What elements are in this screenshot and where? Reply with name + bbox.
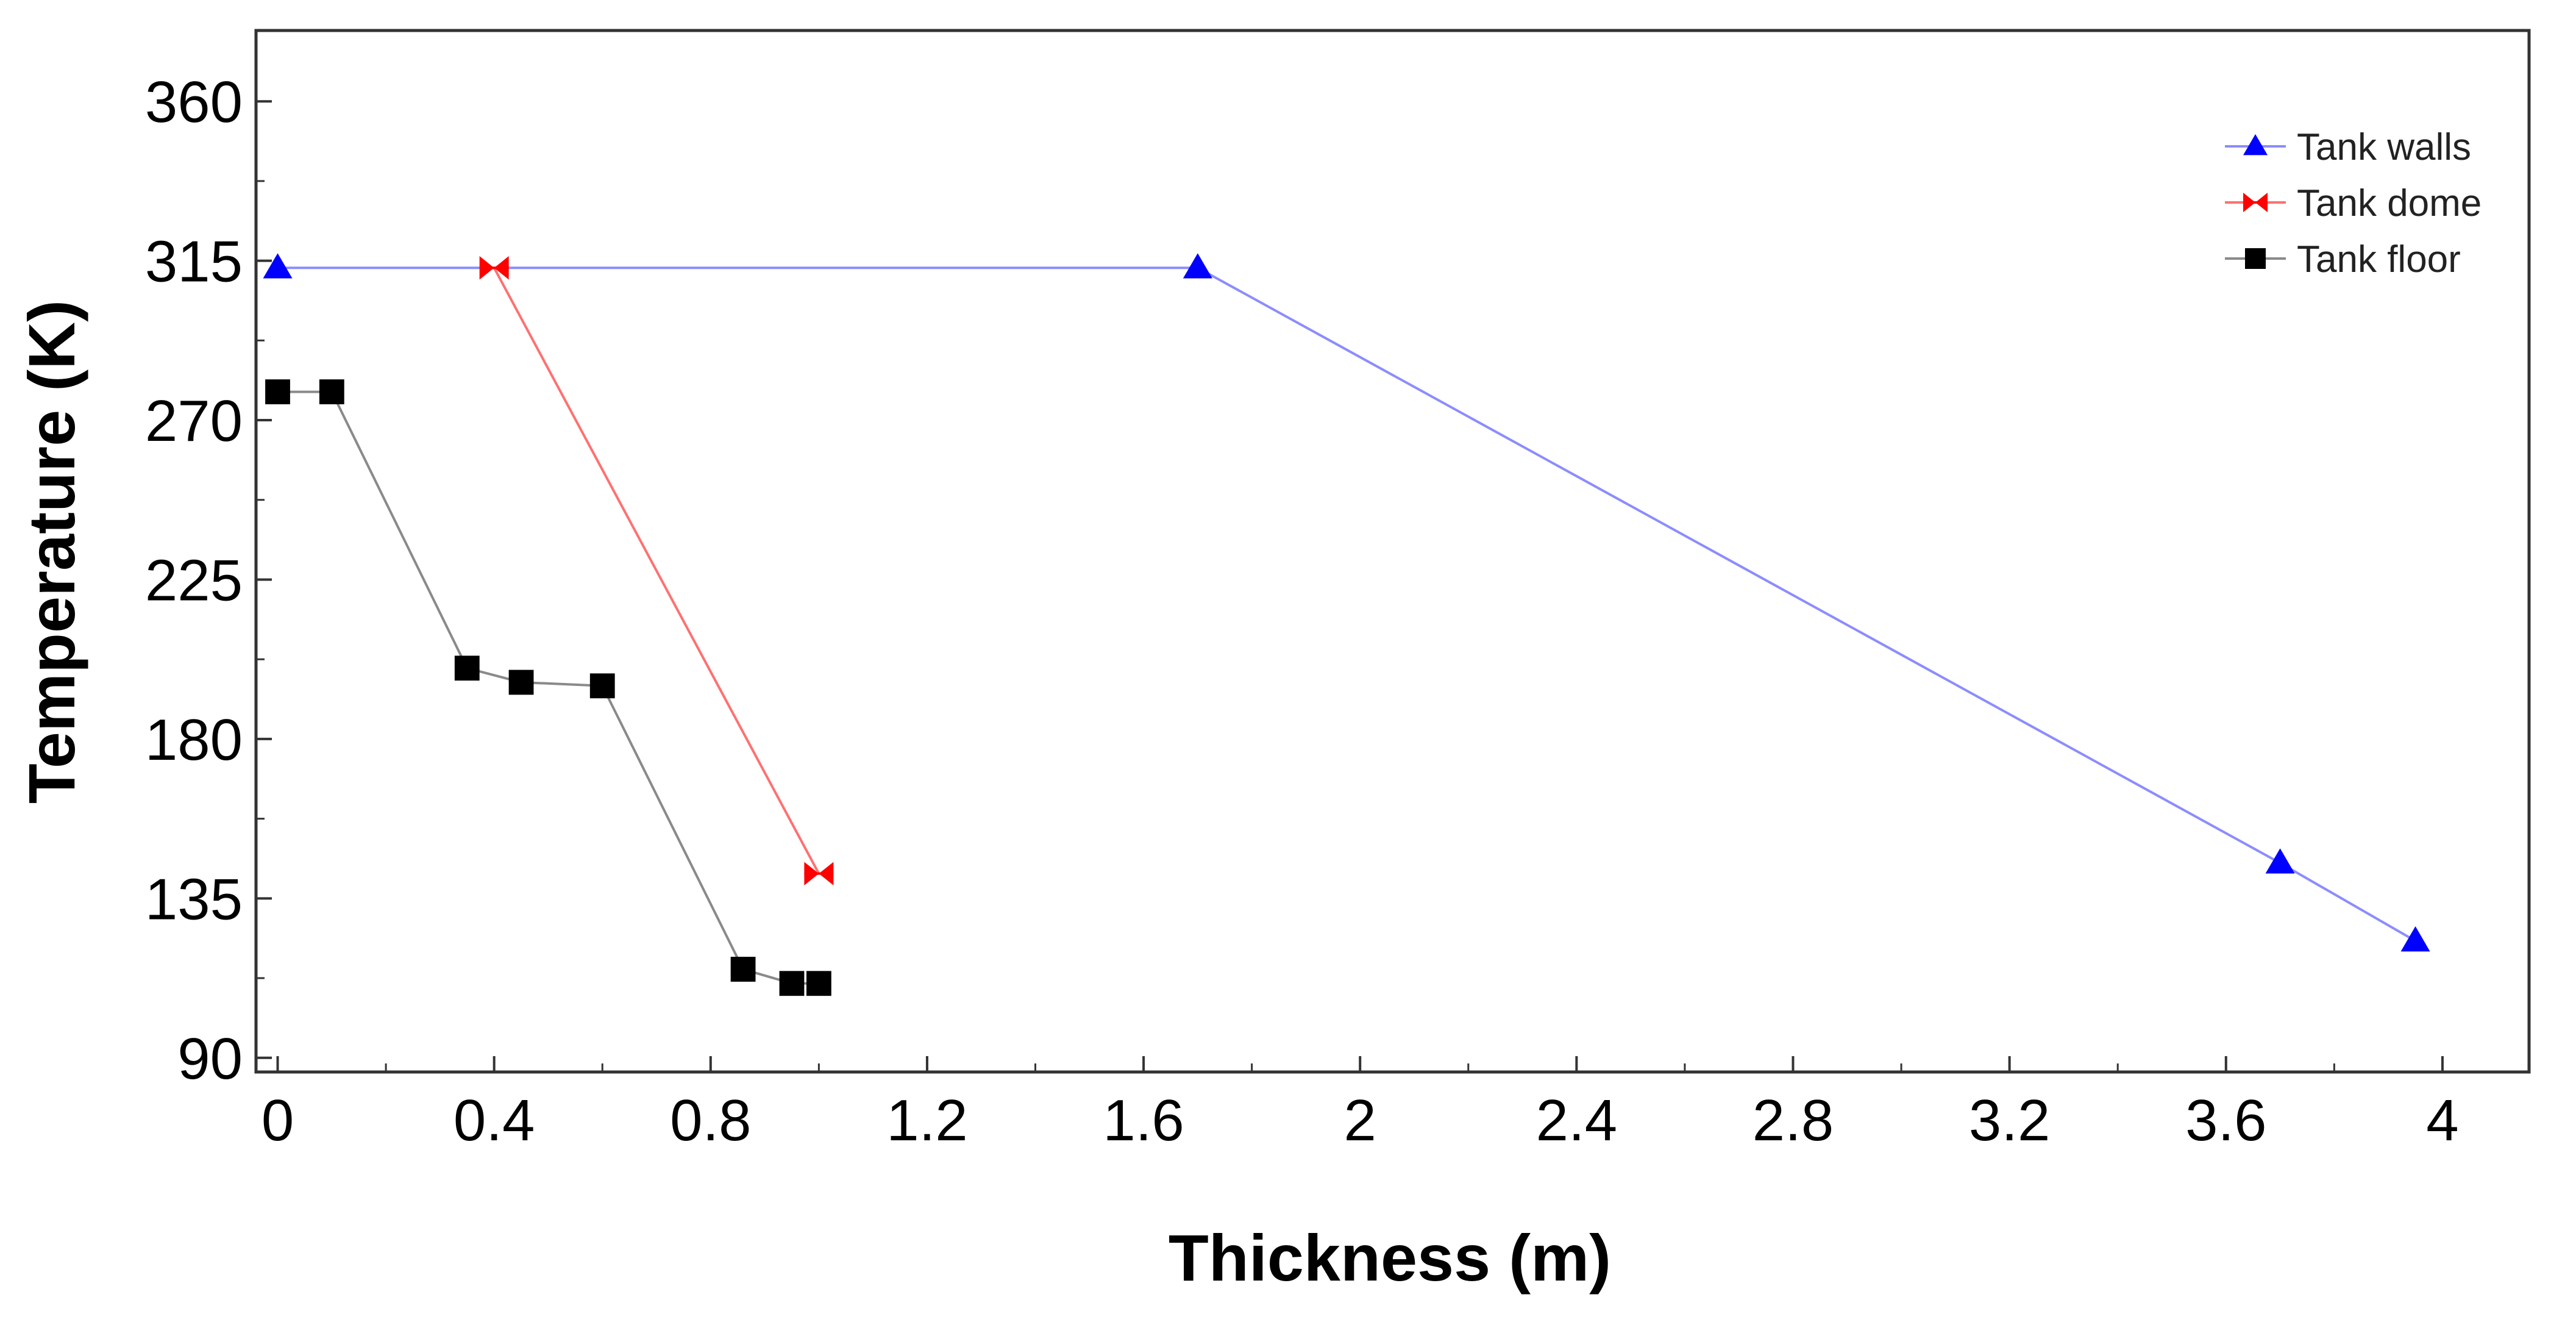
series-layer: [263, 253, 2430, 996]
legend-marker: [2245, 248, 2266, 269]
legend-item-tank-floor: Tank floor: [2225, 238, 2461, 280]
series-tank-walls: [263, 253, 2430, 952]
tank-walls-point: [2400, 926, 2430, 952]
legend-label: Tank dome: [2297, 182, 2482, 224]
tank-floor-point: [806, 971, 831, 996]
y-tick-label: 180: [145, 707, 243, 773]
x-tick-label: 2: [1344, 1088, 1376, 1153]
tank-walls-point: [263, 253, 293, 279]
x-tick-label: 2.4: [1536, 1088, 1617, 1153]
x-tick-label: 3.6: [2185, 1088, 2266, 1153]
x-tick-label: 0.4: [454, 1088, 535, 1153]
series-tank-dome: [479, 256, 834, 885]
tank-floor-point: [730, 957, 756, 982]
y-tick-label: 135: [145, 866, 243, 932]
x-tick-label: 4: [2426, 1088, 2458, 1153]
y-tick-label: 90: [177, 1026, 243, 1092]
tank-floor-point: [454, 656, 480, 681]
x-tick-label: 0.8: [670, 1088, 751, 1153]
y-tick-label: 225: [145, 548, 243, 613]
legend-label: Tank walls: [2297, 126, 2471, 168]
tank-dome-line: [493, 267, 820, 874]
x-tick-label: 1.2: [886, 1088, 967, 1153]
tank-floor-point: [265, 379, 290, 404]
tank-floor-point: [589, 673, 615, 699]
tank-dome-point: [804, 862, 834, 885]
legend: Tank walls Tank dome Tank floor: [2225, 126, 2482, 280]
tank-floor-point: [319, 379, 344, 404]
plot-area: [254, 29, 2531, 1074]
axis-ticks: 0 0.4 0.8 1.2 1.6 2 2.4 2.8 3.2 3.6 4 90 135 180 225 27…: [145, 70, 2459, 1153]
x-tick-label: 2.8: [1752, 1088, 1834, 1153]
x-axis-title: Thickness (m): [1169, 1221, 1611, 1295]
legend-item-tank-dome: Tank dome: [2225, 182, 2482, 224]
y-tick-label: 360: [145, 70, 243, 135]
legend-item-tank-walls: Tank walls: [2225, 126, 2471, 168]
legend-marker: [2243, 193, 2268, 212]
tank-walls-line: [277, 266, 2416, 942]
series-tank-floor: [265, 379, 831, 996]
x-tick-label: 0: [262, 1088, 294, 1153]
x-tick-label: 3.2: [1969, 1088, 2050, 1153]
x-tick-label: 1.6: [1103, 1088, 1184, 1153]
y-tick-label: 270: [145, 388, 243, 454]
legend-label: Tank floor: [2297, 238, 2461, 280]
tank-walls-point: [2265, 848, 2295, 874]
tank-floor-point: [508, 670, 534, 695]
y-axis-title: Temperature (K): [15, 300, 88, 804]
tank-dome-point: [479, 256, 509, 280]
y-tick-label: 315: [145, 229, 243, 295]
tank-walls-point: [1183, 253, 1212, 279]
tank-floor-point: [779, 971, 805, 996]
legend-marker: [2243, 134, 2268, 155]
